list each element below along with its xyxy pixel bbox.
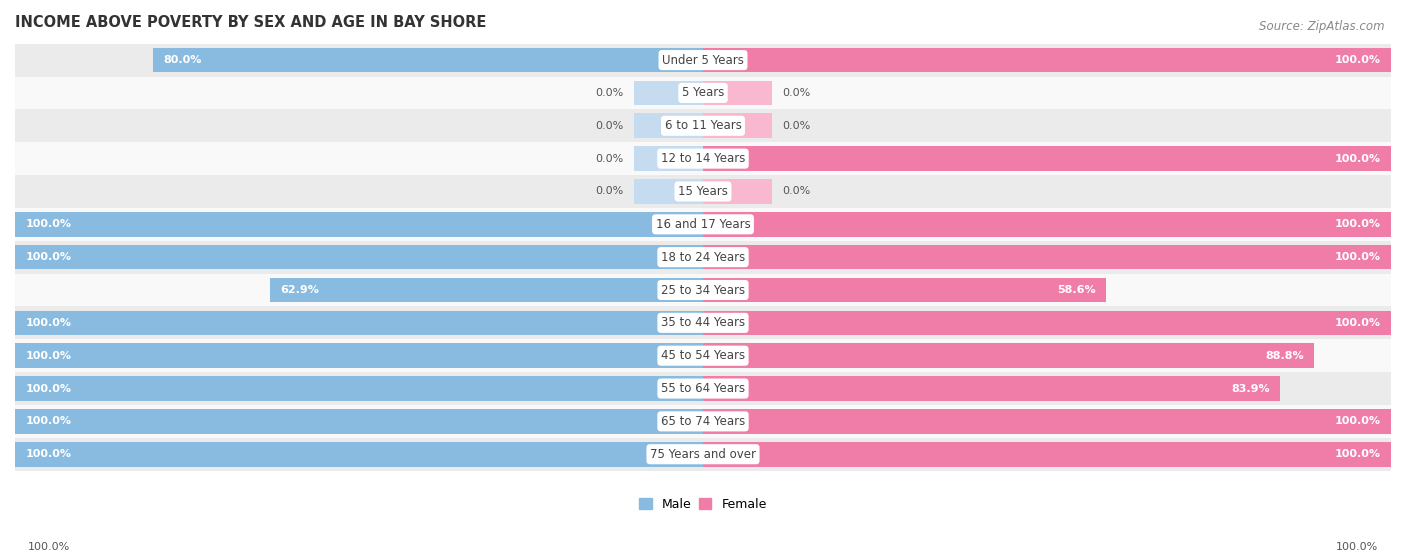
Text: 15 Years: 15 Years [678,185,728,198]
Text: Source: ZipAtlas.com: Source: ZipAtlas.com [1260,20,1385,32]
Bar [15,343,703,368]
Text: 100.0%: 100.0% [1334,55,1381,65]
Text: 0.0%: 0.0% [596,154,624,164]
Bar [153,48,703,73]
Bar [15,241,1391,273]
Text: 100.0%: 100.0% [1336,542,1378,552]
Text: 100.0%: 100.0% [25,219,72,229]
Bar [15,245,703,269]
Bar [703,442,1391,467]
Bar [703,376,1281,401]
Text: 0.0%: 0.0% [782,187,810,196]
Bar [15,409,703,434]
Text: 88.8%: 88.8% [1265,350,1303,361]
Text: 100.0%: 100.0% [25,416,72,427]
Bar [15,208,1391,241]
Bar [15,273,1391,306]
Bar [270,278,703,302]
Text: 6 to 11 Years: 6 to 11 Years [665,119,741,132]
Text: 45 to 54 Years: 45 to 54 Years [661,349,745,362]
Text: 100.0%: 100.0% [28,542,70,552]
Bar [703,146,1391,171]
Bar [15,376,703,401]
Text: 100.0%: 100.0% [25,252,72,262]
Bar [15,142,1391,175]
Text: 12 to 14 Years: 12 to 14 Years [661,152,745,165]
Text: Under 5 Years: Under 5 Years [662,54,744,67]
Text: 0.0%: 0.0% [782,88,810,98]
Bar [703,343,1315,368]
Text: 58.6%: 58.6% [1057,285,1095,295]
Bar [15,77,1391,110]
Text: 100.0%: 100.0% [1334,252,1381,262]
Bar [703,212,1391,236]
Text: 55 to 64 Years: 55 to 64 Years [661,382,745,395]
Text: INCOME ABOVE POVERTY BY SEX AND AGE IN BAY SHORE: INCOME ABOVE POVERTY BY SEX AND AGE IN B… [15,15,486,30]
Bar [703,80,772,105]
Text: 83.9%: 83.9% [1232,383,1270,394]
Text: 100.0%: 100.0% [25,350,72,361]
Text: 5 Years: 5 Years [682,87,724,100]
Bar [703,179,772,204]
Text: 16 and 17 Years: 16 and 17 Years [655,218,751,231]
Bar [15,372,1391,405]
Text: 0.0%: 0.0% [596,88,624,98]
Bar [15,212,703,236]
Text: 35 to 44 Years: 35 to 44 Years [661,316,745,329]
Text: 100.0%: 100.0% [25,383,72,394]
Bar [15,438,1391,471]
Text: 65 to 74 Years: 65 to 74 Years [661,415,745,428]
Text: 100.0%: 100.0% [1334,318,1381,328]
Text: 62.9%: 62.9% [281,285,319,295]
Legend: Male, Female: Male, Female [634,492,772,515]
Text: 100.0%: 100.0% [1334,449,1381,459]
Bar [15,44,1391,77]
Bar [15,442,703,467]
Bar [703,48,1391,73]
Text: 100.0%: 100.0% [1334,416,1381,427]
Bar [634,179,703,204]
Text: 0.0%: 0.0% [782,121,810,131]
Text: 0.0%: 0.0% [596,121,624,131]
Bar [634,146,703,171]
Text: 100.0%: 100.0% [25,318,72,328]
Text: 100.0%: 100.0% [1334,219,1381,229]
Bar [634,80,703,105]
Bar [15,339,1391,372]
Text: 80.0%: 80.0% [163,55,201,65]
Text: 100.0%: 100.0% [1334,154,1381,164]
Bar [634,113,703,138]
Text: 100.0%: 100.0% [25,449,72,459]
Bar [703,245,1391,269]
Text: 25 to 34 Years: 25 to 34 Years [661,283,745,296]
Bar [703,113,772,138]
Text: 75 Years and over: 75 Years and over [650,448,756,461]
Text: 0.0%: 0.0% [596,187,624,196]
Bar [15,306,1391,339]
Bar [15,110,1391,142]
Text: 18 to 24 Years: 18 to 24 Years [661,250,745,264]
Bar [703,409,1391,434]
Bar [15,405,1391,438]
Bar [15,175,1391,208]
Bar [15,311,703,335]
Bar [703,311,1391,335]
Bar [703,278,1107,302]
